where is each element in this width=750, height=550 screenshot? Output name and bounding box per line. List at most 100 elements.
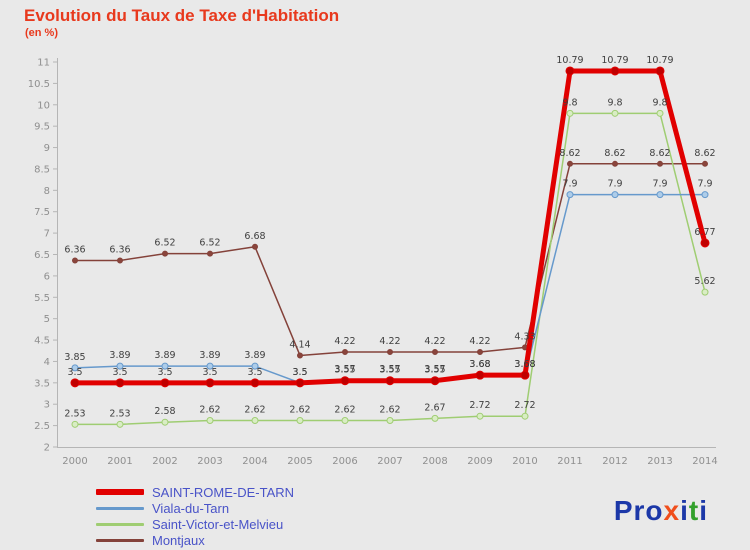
svg-text:2013: 2013 xyxy=(647,456,672,467)
svg-text:2.62: 2.62 xyxy=(289,404,310,415)
svg-text:9.8: 9.8 xyxy=(562,97,577,108)
legend-label: Montjaux xyxy=(152,532,205,548)
svg-text:2003: 2003 xyxy=(197,456,222,467)
legend-line-swatch-red xyxy=(96,489,144,495)
svg-text:6.68: 6.68 xyxy=(244,231,265,242)
svg-text:2.62: 2.62 xyxy=(334,404,355,415)
svg-text:2: 2 xyxy=(44,443,50,454)
svg-text:10.79: 10.79 xyxy=(646,55,673,66)
svg-text:3.68: 3.68 xyxy=(469,359,490,370)
svg-text:3.57: 3.57 xyxy=(424,364,445,375)
svg-text:4.5: 4.5 xyxy=(34,336,50,347)
svg-text:2.58: 2.58 xyxy=(154,406,175,417)
svg-text:7: 7 xyxy=(44,229,50,240)
svg-text:3.5: 3.5 xyxy=(247,367,262,378)
svg-text:3.5: 3.5 xyxy=(34,378,50,389)
svg-text:3.89: 3.89 xyxy=(244,350,265,361)
legend-label: Viala-du-Tarn xyxy=(152,500,230,516)
svg-text:2001: 2001 xyxy=(107,456,132,467)
svg-text:4.14: 4.14 xyxy=(289,339,310,350)
logo-letter: i xyxy=(680,495,689,526)
svg-text:8.62: 8.62 xyxy=(649,148,670,159)
svg-text:3.68: 3.68 xyxy=(514,359,535,370)
legend-item-viala-du-tarn: Viala-du-Tarn xyxy=(96,500,294,516)
svg-text:2000: 2000 xyxy=(62,456,87,467)
svg-text:9.8: 9.8 xyxy=(652,97,667,108)
svg-text:10: 10 xyxy=(37,100,50,111)
svg-text:2.62: 2.62 xyxy=(379,404,400,415)
svg-text:3: 3 xyxy=(44,400,50,411)
svg-text:3.5: 3.5 xyxy=(112,367,127,378)
proxiti-logo: Proxiti xyxy=(614,495,708,527)
svg-text:2.72: 2.72 xyxy=(469,400,490,411)
svg-text:4.22: 4.22 xyxy=(469,336,490,347)
svg-text:4.22: 4.22 xyxy=(334,336,355,347)
svg-text:8: 8 xyxy=(44,186,50,197)
svg-text:7.9: 7.9 xyxy=(607,179,622,190)
svg-text:3.85: 3.85 xyxy=(64,352,85,363)
svg-text:2006: 2006 xyxy=(332,456,357,467)
svg-text:5.5: 5.5 xyxy=(34,293,50,304)
svg-text:2008: 2008 xyxy=(422,456,447,467)
logo-letter: o xyxy=(645,495,664,526)
svg-text:3.5: 3.5 xyxy=(67,367,82,378)
logo-letter: r xyxy=(633,495,646,526)
svg-text:2002: 2002 xyxy=(152,456,177,467)
svg-text:9.8: 9.8 xyxy=(607,97,622,108)
svg-text:2.62: 2.62 xyxy=(199,404,220,415)
svg-text:5: 5 xyxy=(44,314,50,325)
svg-text:7.5: 7.5 xyxy=(34,207,50,218)
svg-text:3.68: 3.68 xyxy=(469,359,490,370)
legend-item-saint-victor-et-melvieu: Saint-Victor-et-Melvieu xyxy=(96,516,294,532)
svg-text:4: 4 xyxy=(44,357,50,368)
svg-text:4.22: 4.22 xyxy=(424,336,445,347)
svg-text:2.53: 2.53 xyxy=(109,408,130,419)
svg-text:6.36: 6.36 xyxy=(109,244,130,255)
svg-text:3.55: 3.55 xyxy=(424,365,445,376)
svg-text:3.89: 3.89 xyxy=(154,350,175,361)
svg-text:8.5: 8.5 xyxy=(34,164,50,175)
chart-unit-subtitle: (en %) xyxy=(25,27,58,39)
svg-text:2.53: 2.53 xyxy=(64,408,85,419)
svg-text:2009: 2009 xyxy=(467,456,492,467)
svg-text:2007: 2007 xyxy=(377,456,402,467)
svg-text:8.62: 8.62 xyxy=(604,148,625,159)
legend-item-montjaux: Montjaux xyxy=(96,532,294,548)
svg-text:7.9: 7.9 xyxy=(652,179,667,190)
svg-text:6.77: 6.77 xyxy=(694,227,715,238)
svg-text:2014: 2014 xyxy=(692,456,717,467)
svg-text:2.5: 2.5 xyxy=(34,421,50,432)
page-title: Evolution du Taux de Taxe d'Habitation xyxy=(24,6,340,25)
svg-text:6.52: 6.52 xyxy=(154,238,175,249)
svg-text:6.52: 6.52 xyxy=(199,238,220,249)
svg-text:8.62: 8.62 xyxy=(694,148,715,159)
svg-text:3.5: 3.5 xyxy=(292,367,307,378)
tax-rate-line-chart: 22.533.544.555.566.577.588.599.51010.511… xyxy=(28,55,718,467)
svg-text:9.5: 9.5 xyxy=(34,122,50,133)
svg-text:9: 9 xyxy=(44,143,50,154)
svg-text:7.9: 7.9 xyxy=(697,179,712,190)
svg-text:2.62: 2.62 xyxy=(244,404,265,415)
legend-label: Saint-Victor-et-Melvieu xyxy=(152,516,284,532)
chart-legend: SAINT-ROME-DE-TARN Viala-du-Tarn Saint-V… xyxy=(96,484,294,548)
svg-text:6.5: 6.5 xyxy=(34,250,50,261)
legend-label: SAINT-ROME-DE-TARN xyxy=(152,484,295,500)
svg-text:2004: 2004 xyxy=(242,456,267,467)
logo-letter: P xyxy=(613,495,634,526)
svg-text:10.79: 10.79 xyxy=(556,55,583,66)
svg-text:4.33: 4.33 xyxy=(514,331,535,342)
svg-text:3.5: 3.5 xyxy=(157,367,172,378)
svg-text:3.89: 3.89 xyxy=(199,350,220,361)
svg-text:11: 11 xyxy=(37,58,50,69)
svg-text:3.57: 3.57 xyxy=(379,364,400,375)
legend-item-saint-rome-de-tarn: SAINT-ROME-DE-TARN xyxy=(96,484,294,500)
svg-text:3.5: 3.5 xyxy=(202,367,217,378)
logo-letter: x xyxy=(663,495,681,526)
svg-text:2010: 2010 xyxy=(512,456,537,467)
svg-text:3.5: 3.5 xyxy=(292,367,307,378)
svg-text:2011: 2011 xyxy=(557,456,582,467)
svg-text:3.57: 3.57 xyxy=(334,364,355,375)
svg-text:10.79: 10.79 xyxy=(601,55,628,66)
svg-text:3.55: 3.55 xyxy=(379,365,400,376)
svg-text:5.62: 5.62 xyxy=(694,276,715,287)
